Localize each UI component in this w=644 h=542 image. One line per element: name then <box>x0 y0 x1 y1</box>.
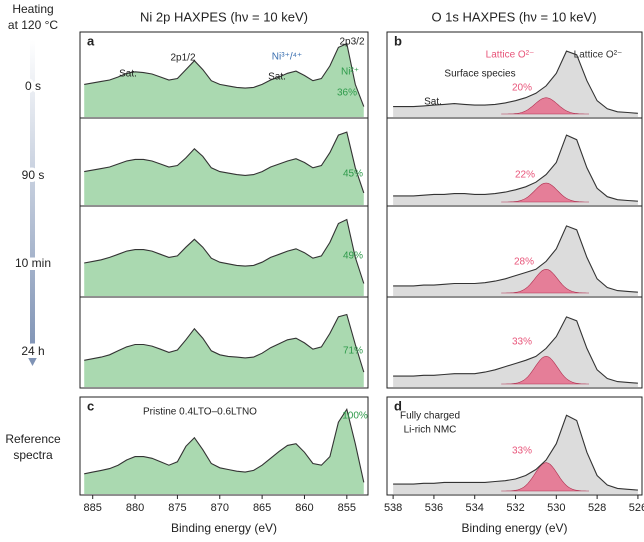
annotation: 33% <box>512 446 532 457</box>
panel-letter: c <box>87 398 94 413</box>
spectrum-line <box>84 218 365 284</box>
time-label: 90 s <box>22 168 45 182</box>
spectrum-line <box>84 313 365 373</box>
x-tick-label: 880 <box>126 502 144 514</box>
time-label: 24 h <box>21 344 44 358</box>
spectrum-area <box>393 135 638 205</box>
spectrum-area <box>84 409 364 494</box>
spectrum-line <box>393 225 638 293</box>
heating-label: at 120 °C <box>8 18 58 32</box>
component-peak <box>501 97 589 115</box>
annotation: Surface species <box>444 69 515 80</box>
time-arrow <box>30 40 35 352</box>
time-label: 0 s <box>25 79 41 93</box>
spectrum-area <box>393 225 638 296</box>
x-tick-label: 538 <box>384 502 402 514</box>
x-tick-label: 860 <box>295 502 313 514</box>
annotation: 2p3/2 <box>339 37 364 48</box>
annotation: 36% <box>337 88 357 99</box>
x-tick-label: 870 <box>211 502 229 514</box>
annotation: Lattice O²⁻ <box>574 50 623 61</box>
annotation: 22% <box>515 170 535 181</box>
panel-letter: a <box>87 33 95 48</box>
x-axis-label: Binding energy (eV) <box>171 521 277 535</box>
component-peak <box>501 462 589 492</box>
spectrum-line <box>393 134 638 202</box>
spectrum-line <box>84 42 365 107</box>
annotation: Li-rich NMC <box>404 425 457 436</box>
annotation: Sat. <box>424 97 442 108</box>
annotation: Ni²⁺ <box>341 67 359 78</box>
spectrum-line <box>84 407 365 483</box>
annotation: 28% <box>514 257 534 268</box>
time-label: 10 min <box>15 256 51 270</box>
x-tick-label: 536 <box>425 502 443 514</box>
annotation: 33% <box>512 337 532 348</box>
time-label: 90 s <box>22 168 45 182</box>
x-tick-label: 855 <box>338 502 356 514</box>
panel-frame <box>79 396 369 496</box>
panel-frame <box>79 296 369 389</box>
annotation: 45% <box>343 169 363 180</box>
heating-label: Heating <box>12 2 53 16</box>
panel-frame <box>386 296 643 389</box>
time-label: 0 s <box>25 79 41 93</box>
annotation: 71% <box>343 346 363 357</box>
spectrum-line <box>393 316 638 384</box>
x-tick-label: 865 <box>253 502 271 514</box>
spectrum-area <box>84 314 364 387</box>
x-tick-label: 526 <box>629 502 644 514</box>
spectrum-area <box>393 316 638 387</box>
annotation: Sat. <box>119 69 137 80</box>
spectrum-line <box>393 50 638 114</box>
annotation: Sat. <box>268 72 286 83</box>
time-label: 24 h <box>21 344 44 358</box>
x-axis-label: Binding energy (eV) <box>461 521 567 535</box>
panel-letter: d <box>394 398 402 413</box>
annotation: 100% <box>342 411 368 422</box>
arrow-head <box>24 350 41 366</box>
reference-label: spectra <box>13 448 53 462</box>
annotation: 2p1/2 <box>170 53 195 64</box>
x-tick-label: 528 <box>588 502 606 514</box>
spectrum-line <box>84 131 365 194</box>
panel-frame <box>386 396 643 496</box>
x-tick-label: 534 <box>466 502 484 514</box>
annotation: Fully charged <box>400 411 460 422</box>
component-peak <box>501 268 589 294</box>
annotation: Ni³⁺/⁴⁺ <box>272 52 302 63</box>
spectrum-area <box>393 415 638 494</box>
x-tick-label: 875 <box>168 502 186 514</box>
spectrum-area <box>84 43 364 118</box>
spectrum-line <box>393 414 638 491</box>
time-label: 10 min <box>15 256 51 270</box>
spectrum-area <box>84 219 364 296</box>
reference-label: Reference <box>5 432 61 446</box>
component-peak <box>501 182 589 203</box>
annotation: 20% <box>512 83 532 94</box>
annotation: 49% <box>343 251 363 262</box>
x-tick-label: 532 <box>506 502 524 514</box>
x-tick-label: 530 <box>547 502 565 514</box>
o-header: O 1s HAXPES (hν = 10 keV) <box>431 9 596 24</box>
ni-header: Ni 2p HAXPES (hν = 10 keV) <box>140 9 308 24</box>
spectrum-area <box>84 132 364 205</box>
component-peak <box>501 356 589 385</box>
panel-letter: b <box>394 33 402 48</box>
annotation: Lattice O²⁻ <box>486 50 535 61</box>
x-tick-label: 885 <box>84 502 102 514</box>
spectrum-area <box>393 51 638 117</box>
annotation: Pristine 0.4LTO–0.6LTNO <box>143 407 257 418</box>
